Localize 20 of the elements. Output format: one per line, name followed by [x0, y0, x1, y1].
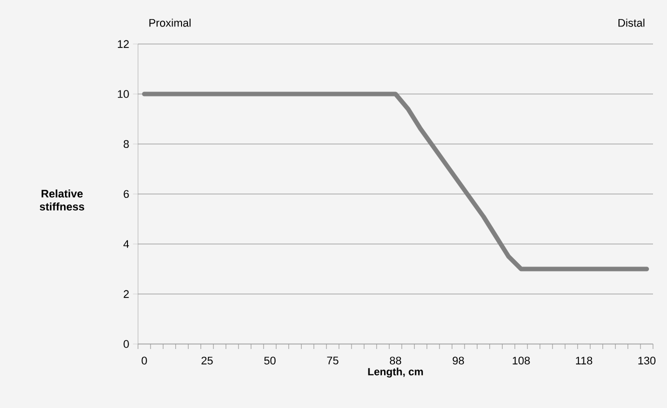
x-tick-label: 130	[638, 356, 656, 364]
x-tick-label: 25	[202, 356, 213, 364]
y-tick-label: 6	[124, 190, 129, 198]
y-tick-label: 12	[118, 40, 129, 48]
x-tick-label: 108	[512, 356, 530, 364]
x-tick-label: 118	[576, 356, 592, 364]
x-tick-label: 50	[264, 356, 276, 364]
y-tick-label: 10	[118, 90, 129, 98]
y-tick-label: 4	[123, 240, 129, 248]
y-tick-label: 0	[124, 340, 129, 348]
x-tick-label: 75	[327, 356, 338, 364]
text: Distal	[618, 18, 644, 27]
y-tick-label: 2	[124, 290, 129, 298]
x-tick-label: 0	[142, 356, 147, 364]
x-tick-label: 98	[452, 356, 464, 364]
x-tick-label: 88	[390, 356, 402, 364]
text: Proximal	[149, 18, 191, 27]
y-axis-title: Relative stiffness	[40, 189, 84, 211]
x-axis-title: Length, cm	[368, 368, 423, 378]
y-tick-label: 8	[124, 140, 129, 148]
